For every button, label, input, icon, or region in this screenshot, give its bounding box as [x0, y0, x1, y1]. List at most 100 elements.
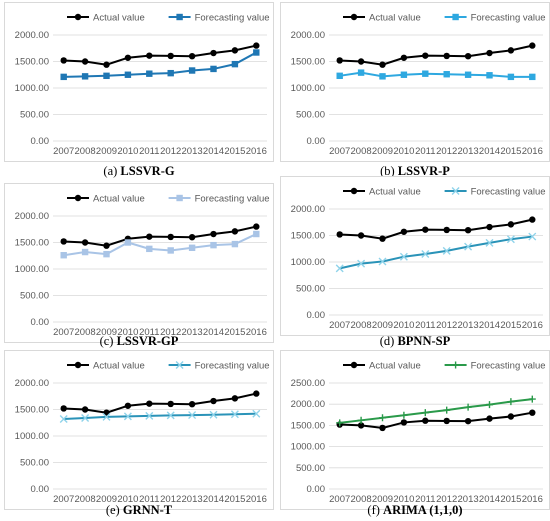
- y-tick-label: 1500.00: [291, 57, 325, 68]
- data-point: [422, 70, 429, 77]
- legend: Actual value Forecasting value: [67, 13, 270, 24]
- data-point: [399, 252, 408, 261]
- x-tick-label: 2015: [500, 320, 521, 331]
- data-point: [81, 248, 89, 256]
- chart-panel-lssvr-p: 0.00 500.00 1000.00 1500.00 2000.00 2007 2008 2…: [280, 2, 550, 162]
- x-tick-label: 2012: [436, 494, 457, 505]
- data-point: [400, 228, 408, 235]
- data-point: [188, 401, 196, 408]
- legend-label: Actual value: [369, 13, 421, 24]
- x-tick-label: 2015: [500, 146, 521, 157]
- y-tick-label: 1000.00: [291, 442, 325, 453]
- data-point: [528, 395, 536, 403]
- data-point: [464, 242, 473, 251]
- data-point: [60, 57, 67, 64]
- data-point: [102, 412, 111, 421]
- data-point: [146, 52, 153, 59]
- series-0: [336, 409, 536, 432]
- data-point: [529, 73, 536, 81]
- data-point: [167, 247, 174, 254]
- x-tick-label: 2008: [75, 327, 96, 338]
- data-point: [60, 238, 67, 245]
- data-point: [253, 49, 260, 56]
- y-tick-label: 0.00: [307, 136, 326, 147]
- legend: Actual value Forecasting value: [67, 361, 270, 372]
- x-tick-label: 2014: [203, 146, 224, 157]
- x-tick-label: 2007: [53, 494, 74, 505]
- x-tick-label: 2007: [329, 494, 350, 505]
- y-tick-label: 1500.00: [15, 57, 49, 68]
- data-point: [81, 58, 89, 65]
- data-point: [357, 232, 365, 239]
- data-point: [336, 72, 343, 80]
- series-line: [63, 51, 257, 78]
- data-point: [443, 417, 450, 425]
- data-point: [400, 411, 408, 419]
- legend-label: Actual value: [369, 187, 421, 198]
- x-tick-label: 2010: [393, 320, 414, 331]
- x-tick-label: 2016: [246, 327, 267, 338]
- series-line: [63, 233, 257, 257]
- x-tick-label: 2010: [393, 494, 414, 505]
- x-tick-label: 2009: [372, 146, 393, 157]
- caption-prefix: (b): [380, 164, 398, 178]
- series-1: [336, 395, 536, 427]
- data-point: [210, 49, 217, 57]
- data-point: [528, 232, 537, 241]
- x-tick-label: 2012: [160, 327, 181, 338]
- data-point: [379, 73, 386, 80]
- data-point: [529, 409, 536, 416]
- data-point: [146, 400, 153, 407]
- x-tick-label: 2014: [479, 146, 500, 157]
- data-point: [59, 415, 68, 424]
- y-tick-label: 1000.00: [15, 264, 49, 275]
- y-tick-label: 500.00: [296, 284, 325, 295]
- series-line: [339, 71, 533, 78]
- data-point: [188, 244, 196, 251]
- data-point: [507, 73, 515, 81]
- y-tick-label: 1000.00: [15, 83, 49, 94]
- x-tick-label: 2011: [139, 327, 159, 338]
- data-point: [506, 235, 515, 244]
- legend-label: Actual value: [93, 361, 145, 372]
- data-point: [400, 54, 408, 61]
- data-point: [336, 419, 344, 427]
- x-tick-label: 2009: [96, 494, 117, 505]
- y-tick-label: 2000.00: [291, 399, 325, 410]
- x-tick-label: 2009: [372, 494, 393, 505]
- legend-marker: [74, 361, 82, 369]
- x-tick-label: 2011: [139, 146, 159, 157]
- y-tick-label: 1000.00: [291, 83, 325, 94]
- data-point: [529, 216, 536, 223]
- data-point: [167, 233, 174, 241]
- series-0: [336, 216, 536, 242]
- data-point: [253, 390, 260, 397]
- legend-marker: [176, 13, 183, 21]
- legend-marker: [452, 13, 459, 21]
- data-point: [166, 411, 175, 420]
- legend-label: Actual value: [93, 13, 145, 24]
- x-tick-label: 2013: [182, 494, 203, 505]
- data-point: [421, 250, 430, 259]
- x-tick-label: 2008: [351, 146, 372, 157]
- data-point: [443, 52, 450, 60]
- y-tick-label: 500.00: [20, 110, 49, 121]
- chart-panel-lssvr-g: 0.00 500.00 1000.00 1500.00 2000.00 2007 2008 2…: [4, 2, 274, 162]
- data-point: [443, 71, 450, 78]
- data-point: [231, 395, 239, 402]
- data-point: [146, 70, 153, 77]
- caption-bpnn-sp: (d) BPNN-SP: [280, 334, 550, 349]
- y-tick-label: 500.00: [296, 110, 325, 121]
- data-point: [230, 410, 239, 419]
- x-tick-label: 2015: [500, 494, 521, 505]
- series-1: [336, 69, 536, 81]
- data-point: [507, 47, 515, 54]
- data-point: [422, 52, 429, 59]
- x-tick-label: 2015: [224, 146, 245, 157]
- legend-marker: [350, 13, 358, 21]
- data-point: [253, 230, 260, 238]
- x-tick-label: 2008: [75, 146, 96, 157]
